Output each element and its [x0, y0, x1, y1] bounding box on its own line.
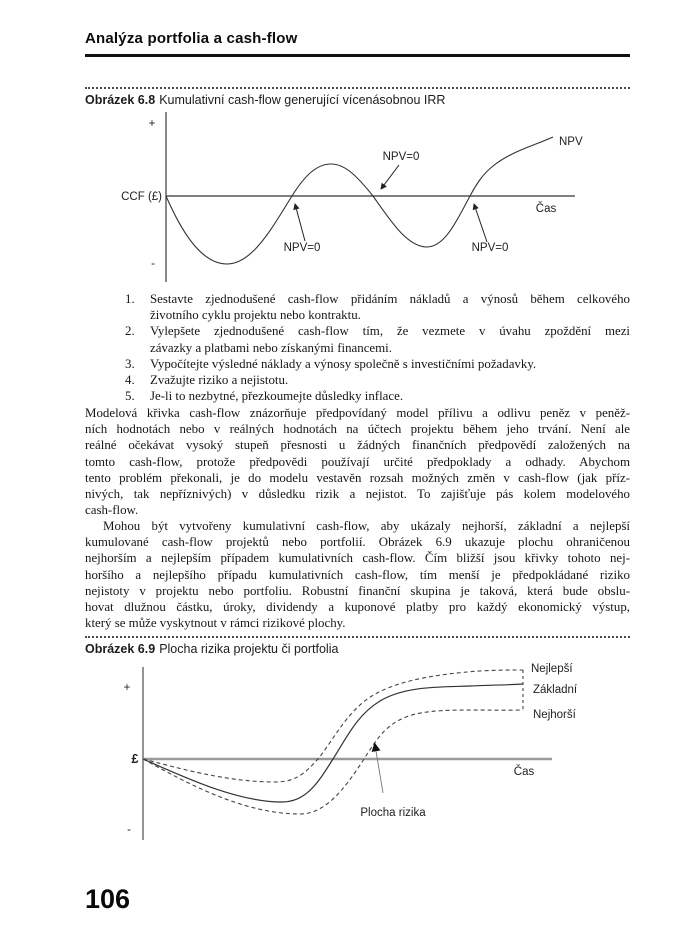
- risk-area-label: Plocha rizika: [360, 807, 426, 819]
- dotted-divider-top: [85, 87, 630, 89]
- list-item-number: 3.: [125, 356, 135, 371]
- list-item-number: 4.: [125, 373, 135, 388]
- cumulative-cashflow-curve: [165, 136, 554, 265]
- list-item-number: 2.: [125, 324, 135, 339]
- figure-68-caption: Obrázek 6.8 Kumulativní cash-flow generuj…: [85, 93, 445, 107]
- paragraph-line: cash-flow.: [85, 503, 139, 518]
- list-item-line: Je-li to nezbytné, přezkoumejte důsledky…: [150, 389, 404, 404]
- worst-case-curve: [142, 709, 524, 815]
- list-item-line: životního cyklu projektu nebo kontraktu.: [150, 308, 361, 323]
- paragraph-line: Modelová křivka cash-flow znázorňuje pře…: [85, 406, 630, 420]
- y-axis-label: £: [132, 752, 139, 766]
- npv-zero-arrow-2: [380, 164, 400, 190]
- list-item-number: 5.: [125, 389, 135, 404]
- y-minus-label: -: [151, 258, 155, 270]
- figure-69-caption: Obrázek 6.9 Plocha rizika projektu či por…: [85, 642, 338, 656]
- npv-zero-label-2: NPV=0: [383, 151, 420, 163]
- x-axis-label: Čas: [514, 765, 535, 778]
- list-item: 5. Je-li to nezbytné, přezkoumejte důsle…: [85, 388, 630, 404]
- paragraph-line: nejhorším a nejlepším případem kumulativ…: [85, 551, 630, 566]
- y-axis-label: CCF (£): [121, 191, 162, 203]
- y-minus-label: -: [127, 824, 131, 836]
- paragraph-cumulative: Mohou být vytvořeny kumulativní cash-flo…: [85, 518, 630, 631]
- paragraph-line: Mohou být vytvořeny kumulativní cash-flo…: [103, 519, 630, 533]
- list-item-number: 1.: [125, 292, 135, 306]
- npv-zero-arrow-1: [293, 203, 306, 242]
- list-item: 3. Vypočítejte výsledné náklady a výnosy…: [85, 356, 630, 372]
- base-case-label: Základní: [533, 684, 578, 696]
- page-number: 106: [85, 884, 131, 914]
- npv-curve-label: NPV: [559, 136, 583, 148]
- base-case-curve: [142, 683, 524, 803]
- best-case-label: Nejlepší: [531, 663, 573, 675]
- numbered-list: 1. Sestavte zjednodušené cash-flow přidá…: [85, 291, 630, 404]
- list-item-line: Sestavte zjednodušené cash-flow přidáním…: [150, 292, 630, 306]
- header-rule: [85, 54, 630, 57]
- risk-area-arrow: [371, 742, 384, 794]
- paragraph-line: horšího a nejlepšího případu kumulativní…: [85, 567, 630, 582]
- paragraph-line: který se může vyskytnout v rámci rizikov…: [85, 616, 346, 631]
- y-plus-label: +: [149, 118, 156, 130]
- figure-69-caption-label: Obrázek 6.9: [85, 642, 156, 656]
- paragraph-line: nejistoty v projektu nebo portfoliu. Rob…: [85, 583, 630, 598]
- figure-69-chart: + £ - Čas Nejlepší Základní Nejhorší Plo…: [124, 663, 578, 840]
- figure-68-caption-label: Obrázek 6.8: [85, 93, 156, 107]
- figure-68-chart: + - CCF (£) Čas NPV NPV=0 NPV=0 NPV=0: [121, 112, 583, 282]
- y-plus-label: +: [124, 682, 131, 694]
- figure-69-caption-text: Plocha rizika projektu či portfolia: [159, 642, 339, 656]
- dotted-divider-bottom: [85, 636, 630, 638]
- list-item: 4. Zvažujte riziko a nejistotu.: [85, 372, 630, 388]
- running-head: Analýza portfolia a cash-flow: [85, 30, 298, 47]
- npv-zero-label-3: NPV=0: [472, 242, 509, 254]
- paragraph-line: ních hodnotách nebo v reálných hodnotách…: [85, 422, 630, 437]
- list-item-line: závazky a platbami nebo získanými financ…: [150, 340, 392, 355]
- paragraph-line: nivých, tak nepříznivých) v důsledku riz…: [85, 487, 630, 502]
- list-item: 1. Sestavte zjednodušené cash-flow přidá…: [85, 291, 630, 323]
- paragraph-line: tomto cash-flow, protože předpovědi použ…: [85, 454, 630, 469]
- paragraph-line: reálné očekávat vysoký stupeň přesnosti …: [85, 438, 630, 453]
- paragraph-model-curve: Modelová křivka cash-flow znázorňuje pře…: [85, 405, 630, 518]
- x-axis-label: Čas: [536, 202, 557, 215]
- npv-zero-arrow-3: [472, 203, 488, 243]
- npv-zero-label-1: NPV=0: [284, 242, 321, 254]
- list-item-line: Vylepšete zjednodušené cash-flow tím, že…: [150, 324, 630, 339]
- paragraph-line: tento problém překonali, je do modelu ve…: [85, 470, 630, 485]
- figure-68-caption-text: Kumulativní cash-flow generující vícenás…: [159, 93, 446, 107]
- paragraph-line: hovat dlužnou částku, úroky, dividendy a…: [85, 600, 630, 615]
- list-item-line: Vypočítejte výsledné náklady a výnosy sp…: [150, 356, 537, 371]
- worst-case-label: Nejhorší: [533, 709, 577, 721]
- list-item-line: Zvažujte riziko a nejistotu.: [150, 373, 289, 388]
- list-item: 2. Vylepšete zjednodušené cash-flow tím,…: [85, 323, 630, 355]
- paragraph-line: kumulované cash-flow projektů nebo portf…: [85, 535, 630, 550]
- best-case-curve: [142, 669, 524, 783]
